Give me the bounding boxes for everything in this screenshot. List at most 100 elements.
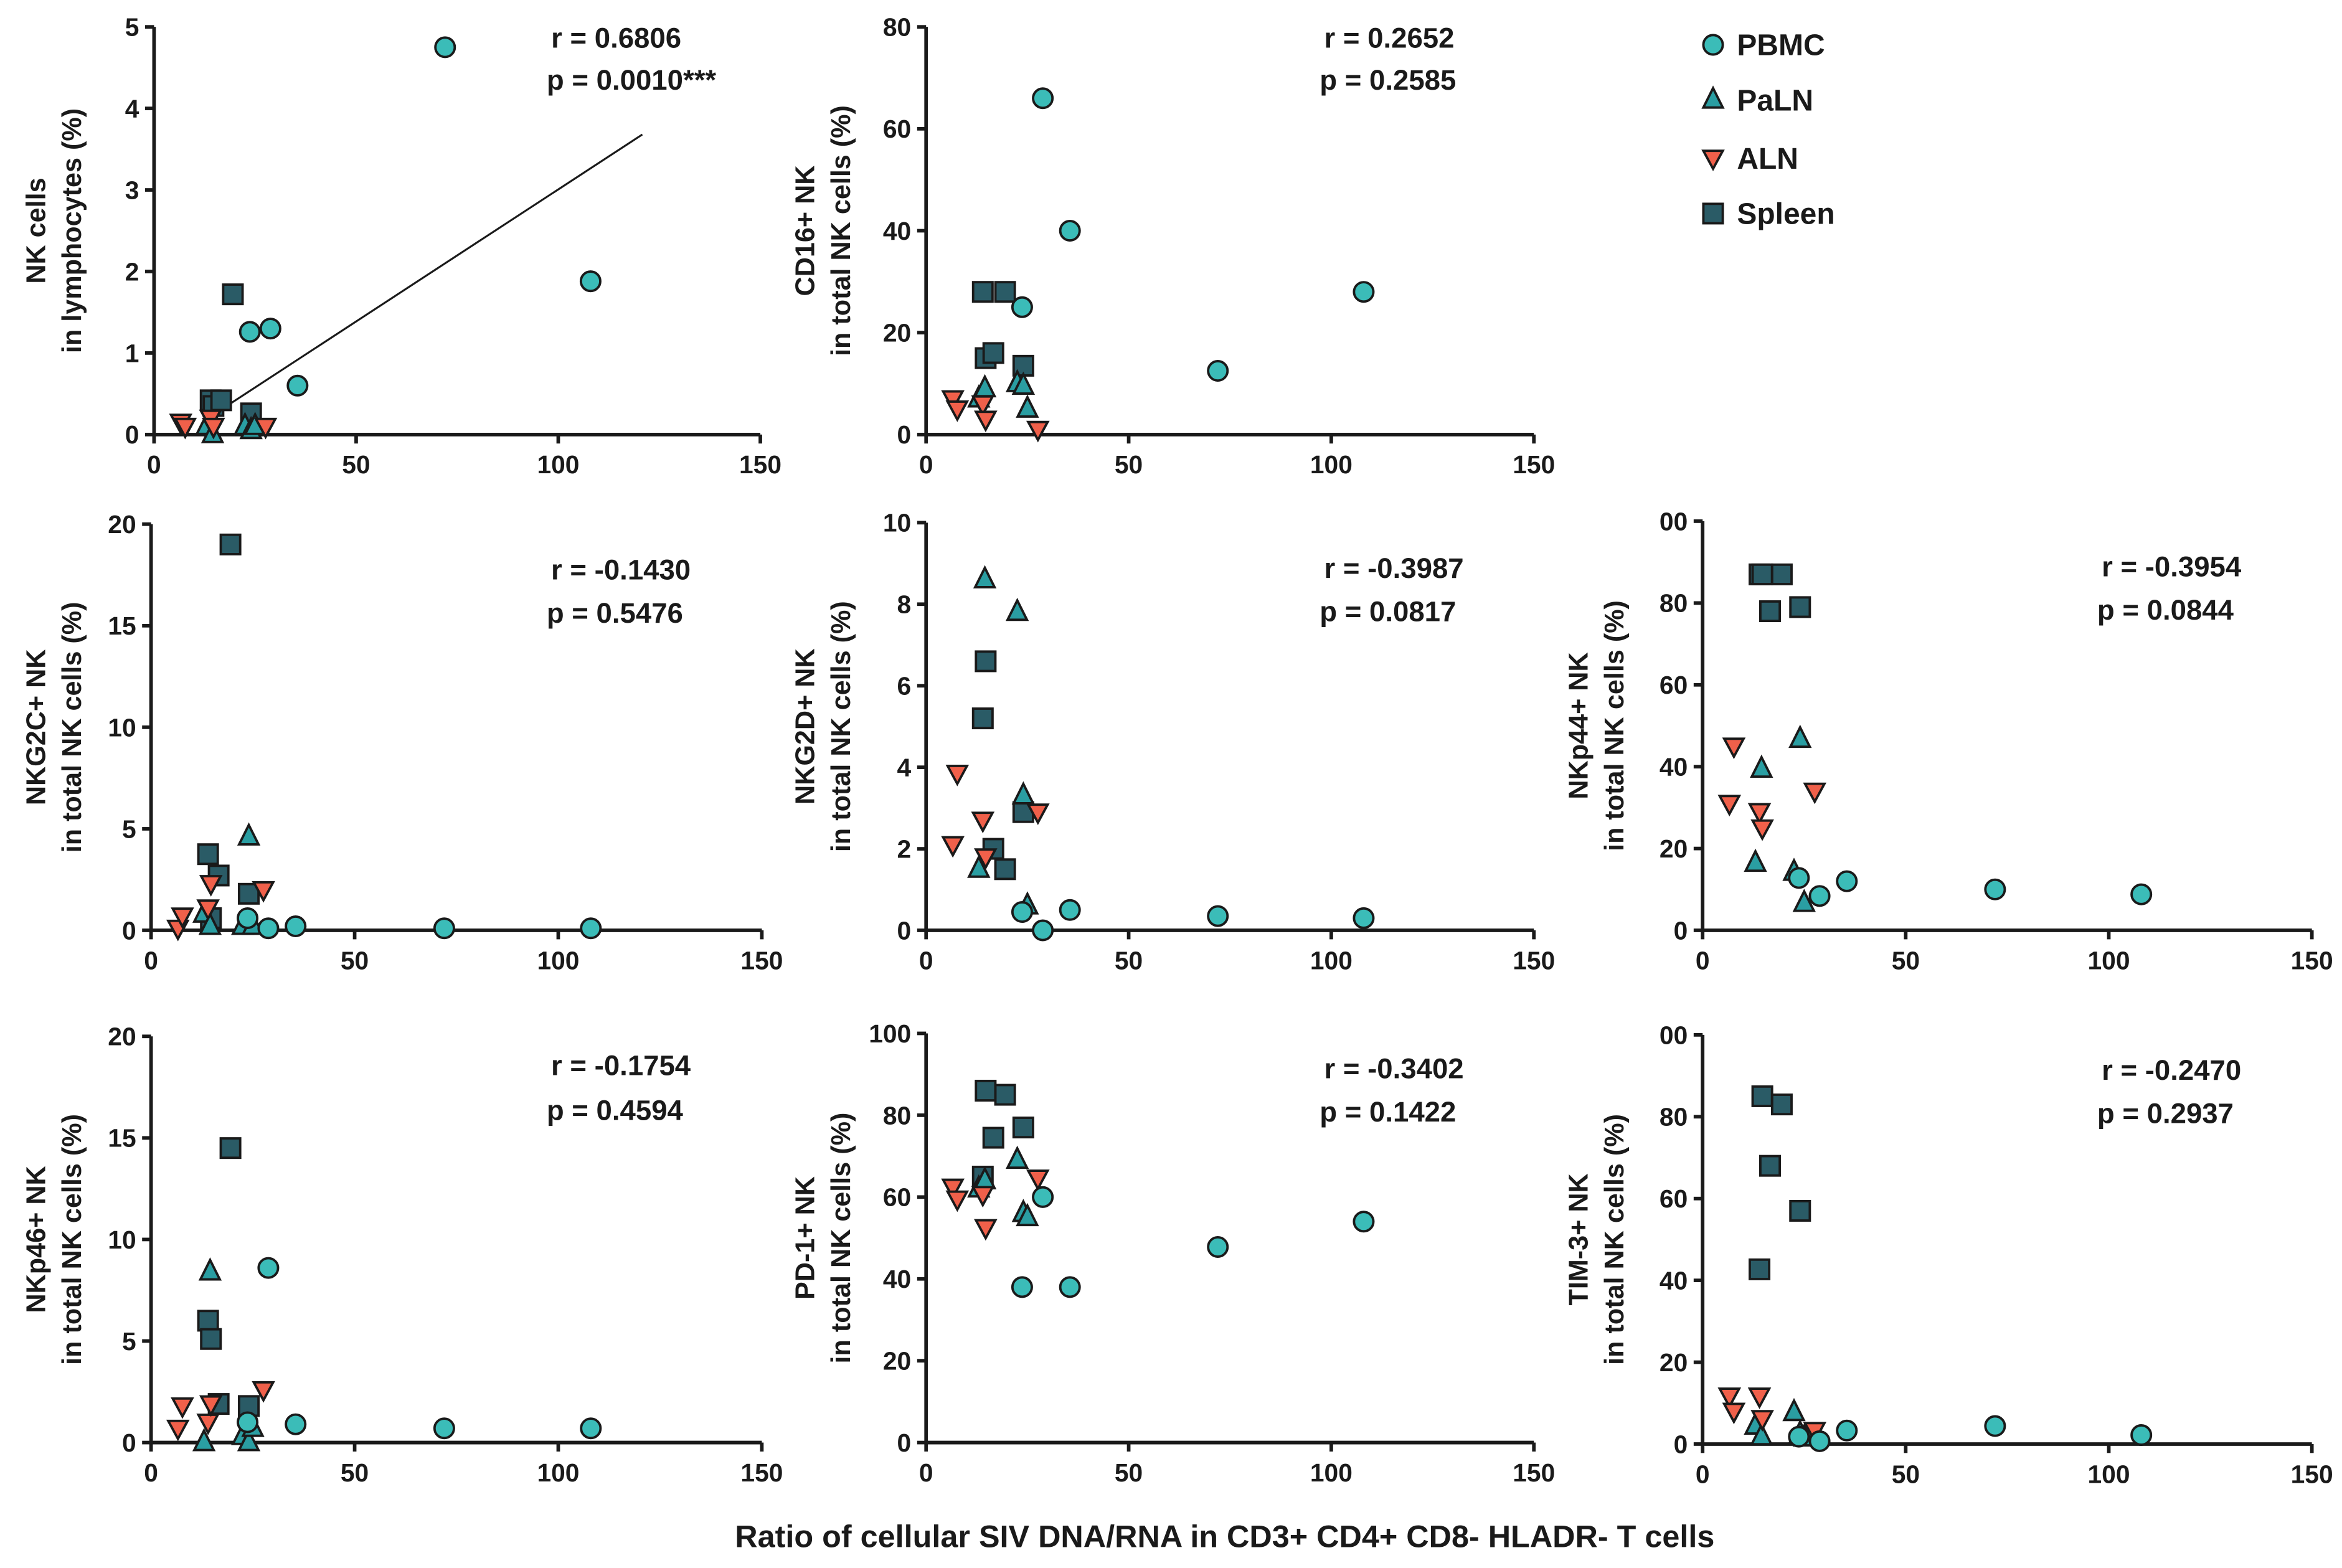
point-paln — [1788, 724, 1812, 749]
legend-marker-aln — [1701, 149, 1725, 172]
r-value: r = 0.2652 — [1324, 22, 1455, 54]
r-value: r = -0.3402 — [1324, 1052, 1464, 1084]
point-spleen — [1012, 1117, 1034, 1139]
x-tick-label: 0 — [919, 450, 933, 479]
p-value: p = 0.2585 — [1320, 64, 1456, 96]
point-spleen — [1759, 600, 1782, 622]
legend: PBMC PaLN ALN Spleen — [1701, 29, 1835, 231]
x-tick-label: 150 — [739, 450, 781, 479]
y-axis-label: NKG2C+ NK — [21, 649, 51, 806]
y-tick-label: 20 — [1660, 834, 1688, 863]
y-axis-label: in lymphocytes (%) — [57, 108, 87, 353]
r-value: r = -0.2470 — [2102, 1054, 2241, 1086]
point-aln — [945, 1190, 970, 1212]
point-spleen — [1751, 1085, 1773, 1107]
point-paln — [198, 1257, 222, 1281]
y-tick-label: 60 — [1660, 1184, 1688, 1213]
x-tick-label: 100 — [2088, 1460, 2130, 1488]
y-axis-label: CD16+ NK — [790, 166, 820, 296]
panel-1: 0 50 100 150 0 1 2 3 4 5 NK cells in lymphocytes (%… — [21, 13, 781, 479]
y-tick-label: 0 — [897, 420, 912, 449]
point-pbmc — [433, 917, 455, 940]
point-aln — [1717, 1387, 1742, 1409]
x-tick-label: 100 — [537, 450, 579, 479]
y-tick-label: 10 — [108, 713, 136, 742]
legend-label: Spleen — [1737, 198, 1834, 231]
point-spleen — [971, 707, 994, 730]
point-aln — [974, 848, 998, 870]
y-tick-label: 15 — [108, 612, 136, 640]
point-pbmc — [1808, 885, 1831, 907]
point-aln — [1026, 803, 1050, 825]
y-tick-label: 80 — [883, 13, 911, 42]
point-spleen — [1770, 563, 1793, 585]
point-paln — [1011, 371, 1036, 395]
point-paln — [237, 1428, 261, 1452]
r-value: r = -0.3954 — [2102, 551, 2242, 583]
point-pbmc — [1011, 901, 1033, 923]
point-spleen — [1759, 1155, 1782, 1177]
point-pbmc — [1836, 870, 1858, 892]
point-pbmc — [580, 1417, 602, 1440]
x-tick-label: 0 — [144, 946, 158, 975]
y-tick-label: 60 — [883, 115, 911, 143]
point-spleen — [975, 650, 997, 673]
y-tick-label: 20 — [883, 319, 911, 347]
point-spleen — [994, 1084, 1016, 1106]
point-aln — [252, 1381, 275, 1403]
x-tick-label: 100 — [2088, 946, 2130, 975]
p-value: p = 0.1422 — [1320, 1096, 1456, 1128]
point-aln — [974, 1219, 998, 1241]
y-tick-label: 8 — [897, 590, 912, 619]
r-value: r = -0.1430 — [551, 554, 691, 585]
y-axis-label: in total NK cells (%) — [1600, 600, 1630, 851]
point-pbmc — [237, 907, 259, 929]
point-aln — [173, 417, 197, 440]
y-tick-label: 0 — [1674, 1430, 1688, 1458]
point-spleen — [197, 1310, 219, 1332]
y-tick-label: 60 — [883, 1183, 911, 1212]
legend-marker-pbmc — [1702, 34, 1724, 56]
point-pbmc — [257, 1257, 280, 1279]
y-axis-label: in total NK cells (%) — [57, 1114, 87, 1365]
point-pbmc — [1207, 360, 1229, 382]
r-value: r = -0.3987 — [1324, 552, 1464, 584]
point-aln — [202, 417, 225, 440]
point-pbmc — [2130, 883, 2153, 905]
y-tick-label: 6 — [897, 672, 912, 701]
y-tick-label: 20 — [108, 1023, 136, 1051]
y-tick-label: 60 — [1660, 671, 1688, 699]
x-tick-label: 150 — [1513, 1458, 1555, 1487]
y-tick-label: 0 — [125, 420, 139, 449]
point-aln — [974, 410, 998, 433]
point-pbmc — [1984, 878, 2006, 900]
y-axis-label: NKp44+ NK — [1564, 652, 1594, 799]
point-spleen — [200, 1328, 222, 1350]
point-paln — [237, 822, 261, 846]
x-tick-label: 50 — [1115, 450, 1143, 479]
y-axis-label: PD-1+ NK — [790, 1176, 820, 1300]
legend-label: PBMC — [1737, 29, 1825, 62]
y-axis-label: in total NK cells (%) — [826, 105, 856, 356]
point-paln — [1750, 754, 1773, 778]
point-aln — [1750, 1410, 1774, 1432]
panel-4: 0 50 100 150 0 2 4 6 8 10 NKG2D+ NK in total NK cel… — [790, 509, 1555, 975]
point-pbmc — [1207, 1235, 1229, 1258]
y-tick-label: 10 — [108, 1226, 136, 1254]
legend-label: ALN — [1737, 143, 1798, 176]
point-pbmc — [1353, 281, 1375, 303]
x-tick-label: 50 — [341, 946, 369, 975]
y-tick-label: 2 — [897, 834, 912, 863]
point-paln — [1016, 1202, 1039, 1227]
legend-label: PaLN — [1737, 84, 1813, 117]
point-aln — [941, 390, 965, 412]
point-aln — [1750, 819, 1774, 841]
y-tick-label: 1 — [125, 339, 139, 367]
point-pbmc — [1032, 87, 1054, 110]
x-tick-label: 50 — [342, 450, 370, 479]
x-tick-label: 150 — [1513, 450, 1555, 479]
point-pbmc — [580, 917, 602, 940]
panel-3: 0 50 100 150 0 5 10 15 20 NKG2C+ NK in total NK ce… — [21, 510, 783, 975]
point-paln — [1750, 1422, 1773, 1446]
